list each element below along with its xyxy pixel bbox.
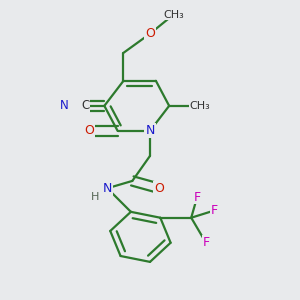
Text: CH₃: CH₃ (190, 101, 210, 111)
Text: N: N (103, 182, 112, 195)
Text: F: F (202, 236, 209, 249)
Text: F: F (194, 190, 201, 204)
Text: O: O (145, 27, 155, 40)
Text: N: N (145, 124, 155, 137)
Text: CH₃: CH₃ (163, 10, 184, 20)
Text: N: N (60, 99, 69, 112)
Text: O: O (154, 182, 164, 195)
Text: H: H (91, 192, 99, 202)
Text: O: O (85, 124, 94, 137)
Text: C: C (81, 99, 89, 112)
Text: F: F (211, 204, 218, 217)
